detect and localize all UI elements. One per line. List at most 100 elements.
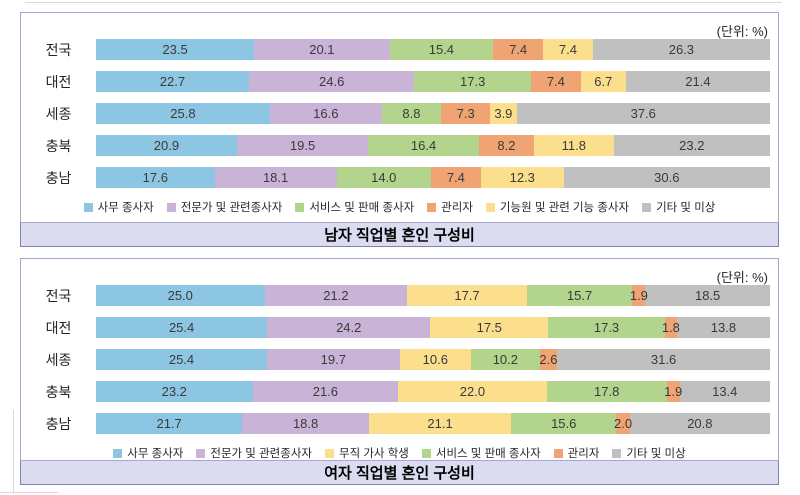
legend-label: 서비스 및 판매 종사자 <box>309 202 415 214</box>
legend-label: 서비스 및 판매 종사자 <box>435 448 541 460</box>
table-border-artifact-top <box>25 2 782 3</box>
legend-item: 기타 및 미상 <box>612 445 686 461</box>
table-border-artifact-left <box>13 410 14 494</box>
value-label: 8.8 <box>402 106 421 121</box>
value-label: 30.6 <box>654 170 680 185</box>
legend-swatch <box>485 202 495 212</box>
bar-segment: 30.6 <box>563 167 770 188</box>
bar-segment: 21.6 <box>252 381 399 402</box>
bar-segment: 17.8 <box>546 381 667 402</box>
value-label: 8.2 <box>497 138 516 153</box>
bar-segment: 14.0 <box>336 167 431 188</box>
legend-swatch <box>196 448 206 458</box>
value-label: 17.8 <box>594 384 620 399</box>
value-label: 1.9 <box>629 288 648 303</box>
bar-segment: 7.4 <box>493 39 544 60</box>
bar-segment: 10.6 <box>399 349 472 370</box>
bar-segment: 19.7 <box>267 349 400 370</box>
value-label: 1.9 <box>664 384 683 399</box>
bar-segment: 18.1 <box>214 167 337 188</box>
value-label: 7.4 <box>509 42 528 57</box>
legend-swatch <box>83 202 93 212</box>
bar-segment: 16.4 <box>368 135 479 156</box>
legend-swatch <box>166 202 176 212</box>
value-label: 23.2 <box>679 138 705 153</box>
bar-segment: 25.0 <box>96 285 265 306</box>
value-label: 20.1 <box>309 42 335 57</box>
bar-segment: 20.9 <box>96 135 237 156</box>
value-label: 2.0 <box>614 416 633 431</box>
value-label: 21.7 <box>156 416 182 431</box>
bar-row: 충남 21.7 18.8 21.1 15.6 2.0 20.8 <box>21 413 778 434</box>
bar-segment: 8.2 <box>478 135 535 156</box>
legend-label: 기타 및 미상 <box>656 202 716 214</box>
table-border-artifact-bottom <box>0 492 58 493</box>
category-label: 전국 <box>45 41 72 58</box>
value-label: 26.3 <box>668 42 695 57</box>
category-label: 세종 <box>45 351 72 368</box>
bar-segment: 8.8 <box>381 103 442 124</box>
value-label: 17.3 <box>593 320 620 335</box>
value-label: 7.4 <box>558 42 577 57</box>
legend-item: 기타 및 미상 <box>642 199 715 215</box>
bar-segment: 23.2 <box>96 381 253 402</box>
category-label: 대전 <box>45 319 72 336</box>
bar-segment: 31.6 <box>557 349 770 370</box>
bar-segment: 1.9 <box>629 285 648 306</box>
value-label: 24.2 <box>336 320 362 335</box>
bar-segment: 7.4 <box>530 71 581 92</box>
value-label: 22.7 <box>159 74 186 89</box>
male-chart-panel: (단위: %) 전국 23.5 20.1 15.4 7.4 7.4 26.3 대전 22.7 24… <box>20 12 779 247</box>
legend-item: 사무 종사자 <box>83 199 154 215</box>
value-label: 21.2 <box>323 288 349 303</box>
bar-segment: 23.2 <box>613 135 770 156</box>
value-label: 31.6 <box>650 352 677 367</box>
bar-segment: 7.4 <box>543 39 593 60</box>
bar-segment: 37.6 <box>516 103 770 124</box>
bar-segment: 6.7 <box>580 71 626 92</box>
bar-track: 21.7 18.8 21.1 15.6 2.0 20.8 <box>96 413 770 434</box>
bar-segment: 20.1 <box>254 39 390 60</box>
value-label: 14.0 <box>371 170 397 185</box>
bar-row: 세종 25.4 19.7 10.6 10.2 2.6 31.6 <box>21 349 778 370</box>
value-label: 10.2 <box>492 352 518 367</box>
bar-track: 25.0 21.2 17.7 15.7 1.9 18.5 <box>96 285 770 306</box>
category-label: 세종 <box>45 105 72 122</box>
value-label: 6.7 <box>594 74 613 89</box>
bar-segment: 13.4 <box>679 381 770 402</box>
legend-item: 전문가 및 관련종사자 <box>166 199 282 215</box>
legend-swatch <box>324 448 334 458</box>
legend-item: 기능원 및 관련 기능 종사자 <box>485 199 629 215</box>
value-label: 37.6 <box>630 106 656 121</box>
value-label: 11.8 <box>561 138 587 153</box>
value-label: 19.5 <box>289 138 316 153</box>
legend-item: 관리자 <box>553 445 599 461</box>
bar-row: 대전 22.7 24.6 17.3 7.4 6.7 21.4 <box>21 71 778 92</box>
bar-row: 전국 23.5 20.1 15.4 7.4 7.4 26.3 <box>21 39 778 60</box>
value-label: 23.2 <box>161 384 187 399</box>
category-label: 대전 <box>45 73 72 90</box>
bar-row: 충남 17.6 18.1 14.0 7.4 12.3 30.6 <box>21 167 778 188</box>
bar-segment: 17.3 <box>414 71 531 92</box>
unit-label: (단위: %) <box>716 24 768 39</box>
category-label: 충남 <box>45 415 72 432</box>
bar-segment: 21.4 <box>625 71 770 92</box>
value-label: 13.4 <box>712 384 738 399</box>
legend-item: 관리자 <box>427 199 473 215</box>
unit-label: (단위: %) <box>716 270 768 285</box>
value-label: 17.3 <box>460 74 486 89</box>
legend: 사무 종사자 전문가 및 관련종사자 무직 가사 학생 서비스 및 판매 종사자 관리자… <box>21 445 778 461</box>
legend-item: 전문가 및 관련종사자 <box>196 445 312 461</box>
bar-segment: 17.7 <box>407 285 527 306</box>
bar-segment: 10.2 <box>471 349 540 370</box>
legend-label: 무직 가사 학생 <box>338 448 409 460</box>
bar-track: 25.4 19.7 10.6 10.2 2.6 31.6 <box>96 349 770 370</box>
bar-segment: 16.6 <box>269 103 382 124</box>
legend-label: 전문가 및 관련종사자 <box>210 448 312 460</box>
value-label: 21.6 <box>312 384 339 399</box>
bar-row: 세종 25.8 16.6 8.8 7.3 3.9 37.6 <box>21 103 778 124</box>
value-label: 7.3 <box>456 106 475 121</box>
value-label: 16.4 <box>410 138 437 153</box>
value-label: 24.6 <box>319 74 345 89</box>
value-label: 20.8 <box>687 416 713 431</box>
